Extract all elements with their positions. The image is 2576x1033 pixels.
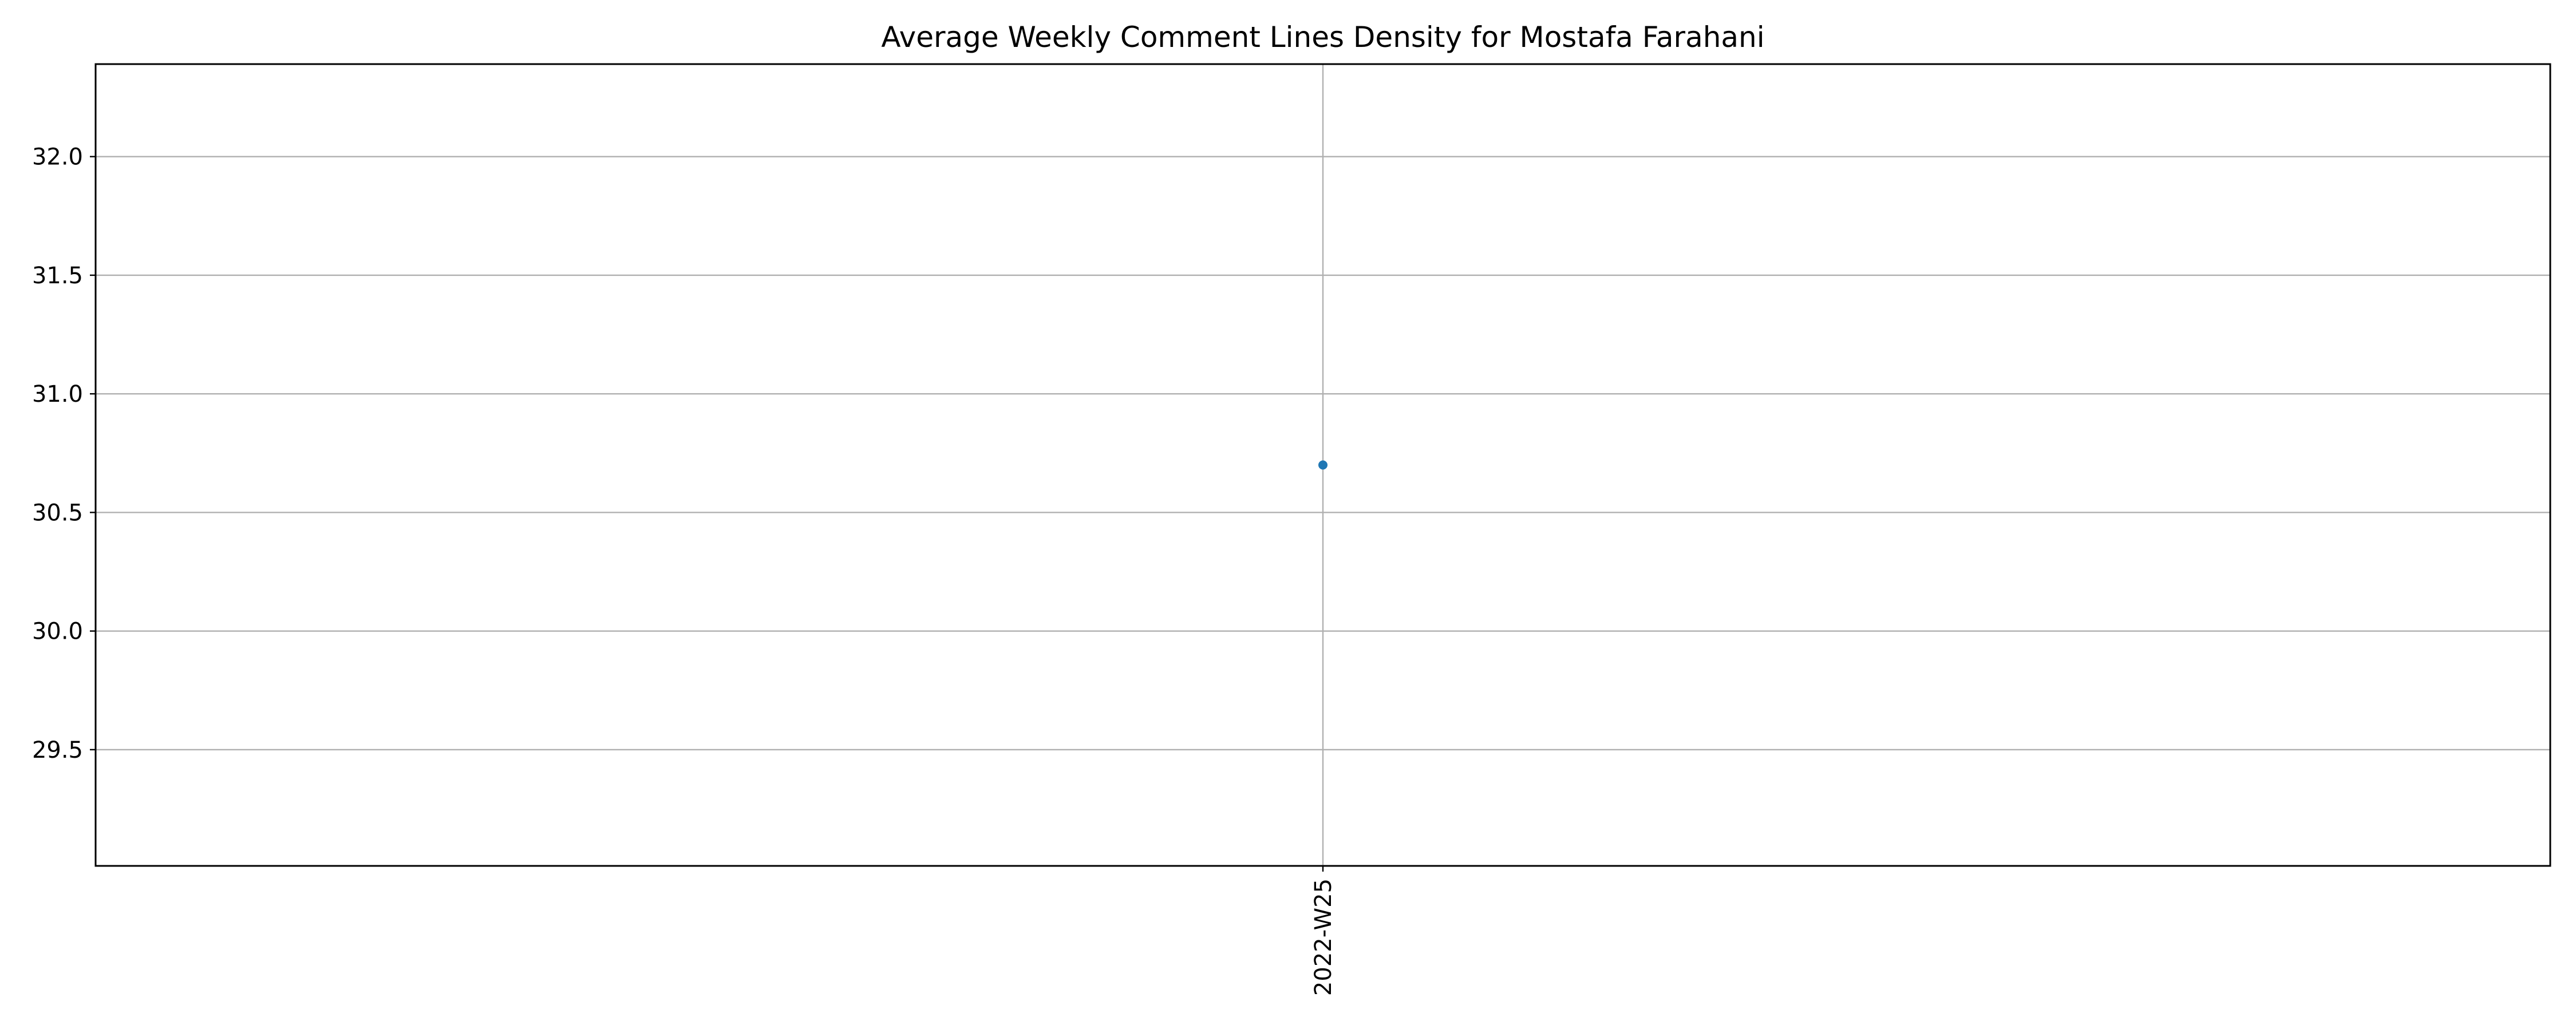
y-tick-label: 30.0 bbox=[32, 619, 83, 645]
y-tick-label: 31.0 bbox=[32, 381, 83, 407]
y-tick-label: 29.5 bbox=[32, 737, 83, 763]
axes: 29.5 30.0 30.5 31.0 31.5 32.0 2022-W25 bbox=[32, 144, 1337, 996]
chart-title: Average Weekly Comment Lines Density for… bbox=[881, 21, 1764, 54]
y-tick-label: 31.5 bbox=[32, 263, 83, 289]
x-tick-label: 2022-W25 bbox=[1310, 878, 1337, 996]
grid bbox=[96, 64, 2550, 866]
data-series bbox=[1318, 460, 1327, 470]
plot-area-frame bbox=[94, 63, 2551, 867]
y-tick-label: 30.5 bbox=[32, 500, 83, 526]
y-tick-label: 32.0 bbox=[32, 144, 83, 171]
data-point bbox=[1318, 460, 1327, 470]
